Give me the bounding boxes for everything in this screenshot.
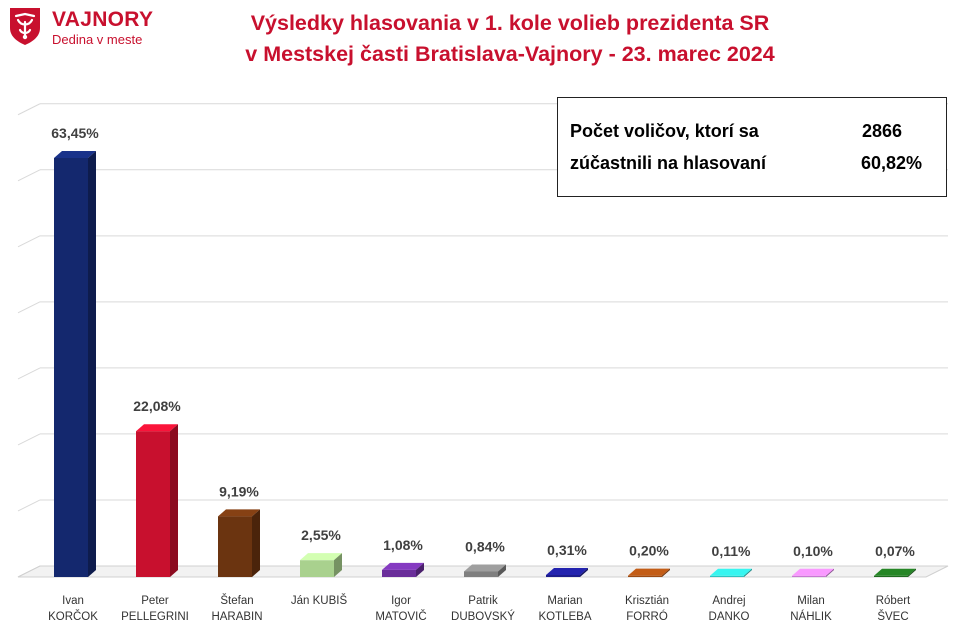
gridline-depth [17,103,41,116]
bar [464,564,506,577]
logo: VAJNORY Dedina v meste [8,6,158,48]
category-label: Marian KOTLEBA [538,595,591,623]
chart-value-labels: 63,45% 22,08% 9,19% 2,55% 1,08% 0,84% 0,31% 0,2… [51,125,915,559]
category-label: Ján KUBIŠ [291,594,348,607]
value-label: 0,31% [547,542,587,558]
value-label: 63,45% [51,125,99,141]
value-label: 2,55% [301,527,341,543]
voters-label: Počet voličov, ktorí sa [570,121,759,141]
turnout-percent: 60,82% [860,153,922,173]
category-label: Milan NÁHLIK [790,595,832,623]
chart-title-line-2: v Mestskej časti Bratislava-Vajnory - 23… [245,42,775,66]
logo-name: VAJNORY [52,8,154,31]
turnout-info-box: Počet voličov, ktorí sa 2866 zúčastnili … [557,97,947,197]
gridline-depth [17,235,41,248]
bar [546,567,588,577]
value-label: 0,84% [465,538,505,554]
chart-title: Výsledky hlasovania v 1. kole volieb pre… [160,8,860,70]
bar [874,568,916,577]
value-label: 9,19% [219,483,259,499]
value-label: 0,11% [712,543,751,559]
category-label: Patrik DUBOVSKÝ [451,595,515,623]
bar [382,562,424,577]
value-label: 0,07% [875,543,915,559]
voters-count: 2866 [861,121,902,141]
bar [54,151,96,577]
category-label: Igor MATOVIČ [375,595,426,623]
gridline-depth [17,301,41,314]
chart-bars [54,151,916,577]
category-label: Ivan KORČOK [48,595,98,623]
bar [628,568,670,577]
bar [136,424,178,577]
value-label: 22,08% [133,398,181,414]
chart-category-labels: Ivan KORČOK Peter PELLEGRINI Štefan HARABIN Já… [48,594,911,623]
gridline-depth [17,367,41,380]
vajnory-crest-icon [10,8,40,45]
category-label: Peter PELLEGRINI [121,595,189,623]
category-label: Štefan HARABIN [211,594,262,623]
logo-tagline: Dedina v meste [52,32,143,47]
value-label: 0,20% [629,543,669,559]
category-label: Krisztián FORRÓ [625,595,669,623]
gridline-depth [17,433,41,446]
bar [710,568,752,577]
gridline-depth [17,169,41,182]
value-label: 0,10% [793,543,833,559]
category-label: Andrej DANKO [709,595,750,623]
bar [792,568,834,577]
bar [218,509,260,577]
gridline-depth [17,499,41,512]
chart-title-line-1: Výsledky hlasovania v 1. kole volieb pre… [250,11,770,35]
turnout-label: zúčastnili na hlasovaní [570,153,767,173]
category-label: Róbert ŠVEC [876,595,911,623]
value-label: 1,08% [383,537,423,553]
bar [300,553,342,577]
